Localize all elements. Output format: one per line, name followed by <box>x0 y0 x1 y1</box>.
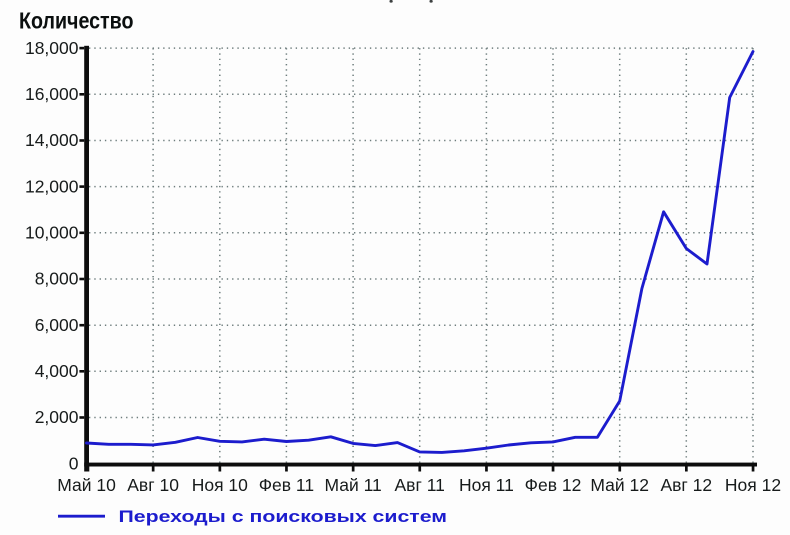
svg-text:Авг 12: Авг 12 <box>660 475 712 495</box>
svg-text:4,000: 4,000 <box>35 361 79 381</box>
svg-text:Авг 10: Авг 10 <box>127 475 179 495</box>
svg-text:0: 0 <box>69 453 79 473</box>
svg-text:Количество: Количество <box>19 8 134 34</box>
svg-text:2,000: 2,000 <box>35 407 79 427</box>
svg-text:14,000: 14,000 <box>25 130 79 150</box>
svg-text:8,000: 8,000 <box>35 269 79 289</box>
svg-text:Ноя 11: Ноя 11 <box>459 475 514 495</box>
svg-text:Авг 11: Авг 11 <box>395 475 445 495</box>
svg-text:Май 10: Май 10 <box>57 475 116 495</box>
svg-text:10,000: 10,000 <box>25 223 79 243</box>
svg-text:Переходы с поисковых систем: Переходы с поисковых систем <box>119 507 448 526</box>
svg-text:Май 12: Май 12 <box>590 475 649 495</box>
svg-text:12,000: 12,000 <box>25 176 79 196</box>
svg-text:Май 11: Май 11 <box>324 475 381 495</box>
svg-text:Фев 12: Фев 12 <box>525 475 582 495</box>
svg-text:18,000: 18,000 <box>25 38 79 58</box>
svg-text:16,000: 16,000 <box>25 84 79 104</box>
svg-text:Ноя 10: Ноя 10 <box>192 475 248 495</box>
svg-text:Фев 11: Фев 11 <box>259 475 314 495</box>
svg-text:Ноя 12: Ноя 12 <box>725 475 781 495</box>
svg-text:6,000: 6,000 <box>35 315 79 335</box>
